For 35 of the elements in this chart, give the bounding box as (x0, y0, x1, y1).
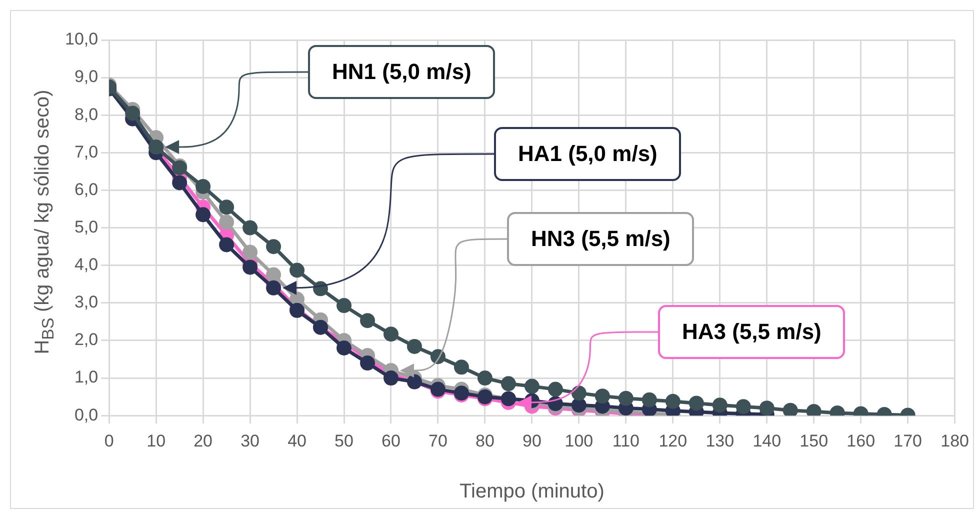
text: HA1 (5,0 m/s) (494, 127, 682, 181)
y-tick-label: 9,0 (74, 67, 98, 86)
x-tick-label: 70 (428, 431, 448, 450)
y-tick-label: 6,0 (74, 180, 98, 199)
x-tick-label: 120 (658, 431, 688, 450)
x-tick-label: 130 (706, 431, 734, 450)
x-tick-label: 140 (752, 431, 782, 450)
y-tick-label: 8,0 (74, 104, 98, 124)
x-tick-label: 90 (522, 431, 542, 450)
y-tick-label: 10,0 (64, 30, 98, 49)
x-tick-label: 180 (940, 431, 970, 450)
text: HN3 (5,5 m/s) (507, 212, 694, 266)
text: HN1 (5,0 m/s) (308, 45, 496, 99)
x-tick-label: 150 (800, 431, 828, 450)
x-tick-label: 40 (288, 431, 306, 450)
x-tick-label: 60 (382, 431, 400, 450)
x-tick-label: 0 (104, 431, 114, 450)
y-tick-label: 0,0 (74, 405, 98, 424)
x-tick-label: 50 (334, 431, 354, 450)
y-tick-label: 4,0 (74, 255, 98, 274)
x-tick-label: 80 (476, 431, 494, 450)
y-tick-label: 5,0 (74, 217, 98, 236)
x-tick-label: 20 (194, 431, 213, 450)
x-axis-title: Tiempo (minuto) (460, 480, 604, 503)
x-tick-label: 110 (612, 431, 640, 450)
y-tick-label: 1,0 (74, 368, 98, 387)
x-tick-label: 10 (146, 431, 166, 450)
x-tick-label: 160 (846, 431, 876, 450)
x-tick-label: 100 (564, 431, 594, 450)
y-tick-label: 2,0 (74, 330, 98, 350)
x-tick-label: 30 (240, 431, 260, 450)
x-tick-label: 170 (894, 431, 922, 450)
y-tick-label: 3,0 (74, 292, 98, 312)
y-tick-label: 7,0 (74, 142, 98, 162)
text: HA3 (5,5 m/s) (658, 305, 846, 359)
